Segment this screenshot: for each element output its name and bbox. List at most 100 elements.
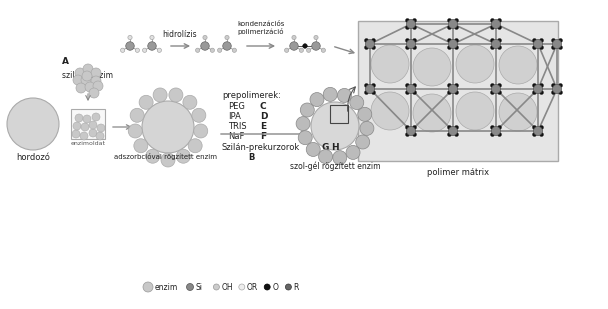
Circle shape	[497, 83, 502, 87]
Circle shape	[371, 83, 376, 87]
Text: TRIS: TRIS	[228, 122, 247, 131]
Circle shape	[449, 19, 457, 28]
Circle shape	[364, 83, 368, 87]
Circle shape	[306, 48, 311, 52]
Text: C: C	[260, 102, 267, 111]
Circle shape	[83, 64, 93, 74]
Circle shape	[455, 19, 458, 23]
Circle shape	[371, 38, 376, 42]
Circle shape	[148, 42, 156, 50]
Circle shape	[126, 42, 134, 50]
Circle shape	[192, 108, 206, 122]
Circle shape	[413, 133, 416, 137]
Circle shape	[491, 126, 500, 136]
Circle shape	[497, 133, 502, 137]
Circle shape	[75, 114, 83, 122]
Circle shape	[128, 35, 132, 40]
Circle shape	[533, 133, 536, 137]
Circle shape	[407, 40, 415, 49]
Circle shape	[203, 35, 207, 40]
Circle shape	[407, 84, 415, 94]
Circle shape	[161, 153, 175, 167]
Circle shape	[364, 91, 368, 95]
Circle shape	[93, 81, 103, 91]
Circle shape	[76, 83, 86, 93]
Circle shape	[559, 45, 562, 49]
Circle shape	[130, 108, 144, 122]
Circle shape	[360, 121, 374, 135]
Circle shape	[406, 125, 409, 129]
Circle shape	[225, 35, 229, 40]
Circle shape	[497, 19, 502, 23]
Circle shape	[314, 35, 318, 40]
Circle shape	[413, 19, 416, 23]
Circle shape	[201, 42, 209, 50]
Circle shape	[194, 124, 208, 138]
Circle shape	[91, 68, 101, 78]
Circle shape	[449, 40, 457, 49]
Circle shape	[285, 48, 289, 52]
Circle shape	[455, 38, 458, 42]
Circle shape	[406, 83, 409, 87]
Circle shape	[413, 83, 416, 87]
Circle shape	[299, 48, 303, 52]
Circle shape	[449, 126, 457, 136]
Circle shape	[499, 46, 537, 84]
Circle shape	[358, 107, 371, 121]
Circle shape	[300, 103, 314, 117]
Text: prepolimerek:: prepolimerek:	[222, 91, 281, 100]
Circle shape	[539, 45, 544, 49]
Circle shape	[142, 101, 194, 153]
Circle shape	[146, 149, 160, 163]
Circle shape	[128, 124, 142, 138]
Circle shape	[533, 125, 536, 129]
Circle shape	[539, 125, 544, 129]
Circle shape	[491, 26, 494, 30]
Circle shape	[169, 88, 183, 102]
Circle shape	[311, 102, 359, 150]
Circle shape	[533, 84, 542, 94]
Text: adszorbcióval rögzített enzim: adszorbcióval rögzített enzim	[114, 153, 218, 160]
Circle shape	[539, 133, 544, 137]
Text: hordozó: hordozó	[16, 153, 50, 162]
Circle shape	[559, 91, 562, 95]
Circle shape	[83, 115, 91, 123]
Circle shape	[491, 45, 494, 49]
Circle shape	[89, 129, 97, 137]
Circle shape	[533, 45, 536, 49]
Circle shape	[346, 146, 360, 159]
Circle shape	[323, 87, 337, 101]
Circle shape	[371, 45, 409, 83]
Circle shape	[497, 91, 502, 95]
Circle shape	[81, 123, 89, 131]
Circle shape	[413, 91, 416, 95]
Circle shape	[97, 124, 105, 132]
Circle shape	[533, 38, 536, 42]
Circle shape	[264, 284, 270, 290]
Circle shape	[364, 45, 368, 49]
Text: OH: OH	[221, 282, 233, 291]
Circle shape	[406, 91, 409, 95]
Circle shape	[447, 45, 452, 49]
Text: G: G	[322, 143, 330, 152]
Circle shape	[7, 98, 59, 150]
Circle shape	[449, 84, 457, 94]
Circle shape	[407, 126, 415, 136]
Circle shape	[491, 133, 494, 137]
Text: PEG: PEG	[228, 102, 245, 111]
Circle shape	[455, 133, 458, 137]
Circle shape	[539, 83, 544, 87]
Circle shape	[456, 92, 494, 130]
Circle shape	[143, 282, 153, 292]
Circle shape	[73, 75, 83, 85]
Circle shape	[447, 133, 452, 137]
Circle shape	[333, 151, 347, 165]
Circle shape	[455, 91, 458, 95]
Text: enzim: enzim	[155, 282, 178, 291]
Circle shape	[406, 45, 409, 49]
Circle shape	[183, 95, 197, 109]
Circle shape	[553, 40, 562, 49]
Circle shape	[413, 38, 416, 42]
Bar	[358, 21, 558, 161]
Circle shape	[491, 19, 494, 23]
